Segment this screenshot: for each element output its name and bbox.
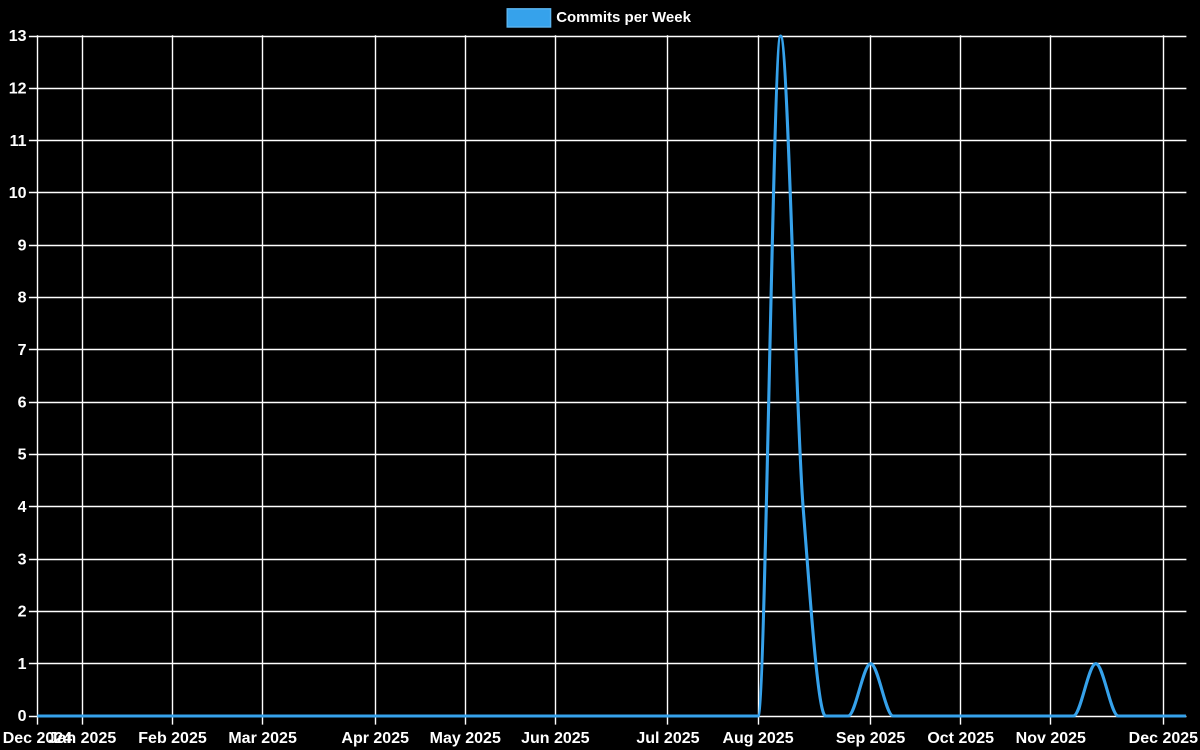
svg-text:Nov 2025: Nov 2025 <box>1016 730 1086 747</box>
svg-text:Dec 2024: Dec 2024 <box>3 730 72 747</box>
svg-text:Jul 2025: Jul 2025 <box>636 730 699 747</box>
svg-text:5: 5 <box>18 447 27 464</box>
svg-text:4: 4 <box>18 499 27 516</box>
svg-text:8: 8 <box>18 290 27 307</box>
svg-text:Aug 2025: Aug 2025 <box>722 730 793 747</box>
svg-text:7: 7 <box>18 342 27 359</box>
svg-text:Commits per Week: Commits per Week <box>556 9 691 26</box>
svg-text:9: 9 <box>18 237 27 254</box>
svg-text:Sep 2025: Sep 2025 <box>836 730 905 747</box>
svg-text:Jun 2025: Jun 2025 <box>521 730 590 747</box>
svg-text:Dec 2025: Dec 2025 <box>1129 730 1198 747</box>
svg-text:13: 13 <box>9 28 27 45</box>
svg-text:3: 3 <box>18 551 27 568</box>
svg-text:6: 6 <box>18 394 27 411</box>
svg-text:Oct 2025: Oct 2025 <box>927 730 994 747</box>
svg-text:Feb 2025: Feb 2025 <box>138 730 207 747</box>
svg-text:1: 1 <box>18 656 27 673</box>
svg-text:May 2025: May 2025 <box>430 730 501 747</box>
svg-text:Mar 2025: Mar 2025 <box>228 730 297 747</box>
svg-text:Apr 2025: Apr 2025 <box>341 730 409 747</box>
svg-text:11: 11 <box>10 133 27 150</box>
svg-text:12: 12 <box>9 81 27 98</box>
svg-text:0: 0 <box>18 708 27 725</box>
svg-text:2: 2 <box>18 604 27 621</box>
svg-text:10: 10 <box>9 185 27 202</box>
svg-text:Jan 2025: Jan 2025 <box>49 730 117 747</box>
